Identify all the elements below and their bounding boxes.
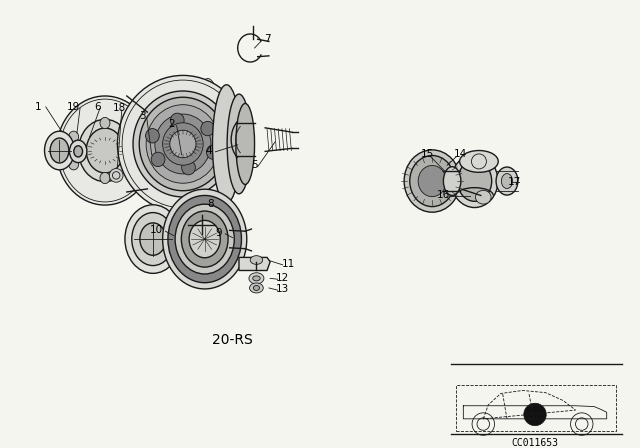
Ellipse shape xyxy=(207,145,220,159)
Ellipse shape xyxy=(182,160,195,175)
Ellipse shape xyxy=(131,159,141,170)
Ellipse shape xyxy=(496,167,518,195)
Circle shape xyxy=(524,403,546,426)
Ellipse shape xyxy=(189,220,220,258)
Text: 17: 17 xyxy=(508,177,521,187)
Ellipse shape xyxy=(250,283,263,293)
Ellipse shape xyxy=(250,256,262,264)
Ellipse shape xyxy=(181,211,228,267)
Text: 8: 8 xyxy=(207,199,214,209)
Ellipse shape xyxy=(74,146,83,157)
Text: 4: 4 xyxy=(205,146,212,155)
Ellipse shape xyxy=(460,151,499,172)
Ellipse shape xyxy=(109,168,123,182)
Ellipse shape xyxy=(86,128,124,173)
Polygon shape xyxy=(239,258,270,271)
Ellipse shape xyxy=(170,130,196,158)
Text: 5: 5 xyxy=(252,160,258,170)
Text: 9: 9 xyxy=(216,228,222,237)
Ellipse shape xyxy=(201,121,214,136)
Ellipse shape xyxy=(410,155,454,207)
Ellipse shape xyxy=(45,131,74,170)
Text: 16: 16 xyxy=(436,190,450,200)
Ellipse shape xyxy=(163,123,203,165)
Ellipse shape xyxy=(451,155,498,207)
Ellipse shape xyxy=(168,195,241,283)
Ellipse shape xyxy=(249,273,264,284)
Ellipse shape xyxy=(476,190,491,204)
Ellipse shape xyxy=(70,140,87,163)
Ellipse shape xyxy=(131,131,141,142)
Ellipse shape xyxy=(68,131,79,142)
Text: 13: 13 xyxy=(276,284,289,294)
Ellipse shape xyxy=(57,96,154,205)
Text: 12: 12 xyxy=(276,273,289,283)
Ellipse shape xyxy=(100,117,110,129)
Ellipse shape xyxy=(125,205,181,273)
Text: 14: 14 xyxy=(454,149,467,159)
Text: 15: 15 xyxy=(420,149,434,159)
Text: 19: 19 xyxy=(67,102,81,112)
Text: 3: 3 xyxy=(139,112,146,121)
Ellipse shape xyxy=(79,119,131,182)
Text: 2: 2 xyxy=(168,119,175,129)
Text: 11: 11 xyxy=(282,259,296,269)
Ellipse shape xyxy=(140,97,227,191)
Ellipse shape xyxy=(140,223,166,255)
Ellipse shape xyxy=(253,276,260,281)
Text: 20-RS: 20-RS xyxy=(212,333,253,347)
Ellipse shape xyxy=(501,173,513,189)
Ellipse shape xyxy=(68,159,79,170)
Ellipse shape xyxy=(170,113,184,128)
Ellipse shape xyxy=(146,105,220,183)
Ellipse shape xyxy=(253,285,260,290)
Text: 1: 1 xyxy=(35,102,42,112)
Ellipse shape xyxy=(50,138,69,163)
Ellipse shape xyxy=(212,85,241,203)
Ellipse shape xyxy=(236,103,255,185)
Text: 18: 18 xyxy=(113,103,126,113)
Ellipse shape xyxy=(444,167,461,195)
Ellipse shape xyxy=(418,165,446,197)
Ellipse shape xyxy=(458,161,492,201)
Text: CC011653: CC011653 xyxy=(511,439,559,448)
Ellipse shape xyxy=(100,172,110,184)
Ellipse shape xyxy=(145,129,159,143)
Ellipse shape xyxy=(132,213,174,266)
Text: 10: 10 xyxy=(150,225,163,235)
Ellipse shape xyxy=(151,152,165,167)
Ellipse shape xyxy=(133,91,233,197)
Ellipse shape xyxy=(163,189,247,289)
Text: 7: 7 xyxy=(264,34,270,44)
Ellipse shape xyxy=(155,114,211,174)
Ellipse shape xyxy=(227,94,251,194)
Ellipse shape xyxy=(175,204,234,274)
Text: 6: 6 xyxy=(94,102,101,112)
Ellipse shape xyxy=(118,75,248,212)
Ellipse shape xyxy=(404,150,460,212)
Ellipse shape xyxy=(192,78,223,209)
